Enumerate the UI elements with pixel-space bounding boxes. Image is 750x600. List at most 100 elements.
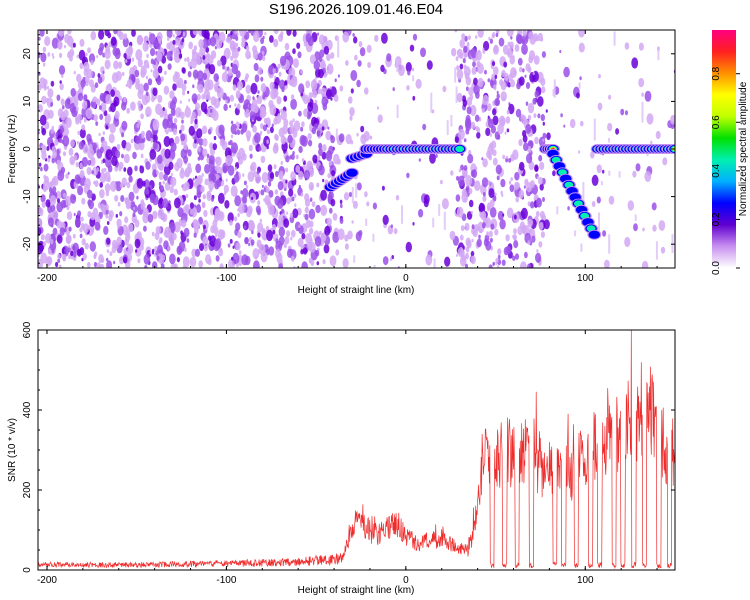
spectrogram-noise-blob <box>499 79 504 86</box>
spectrogram-noise-blob <box>279 170 284 179</box>
spectrogram-noise-blob <box>234 30 238 35</box>
spectrogram-noise-blob <box>591 201 596 207</box>
spectrogram-noise-blob <box>43 79 48 86</box>
spectrogram-noise-blob <box>109 251 113 256</box>
spectrogram-noise-blob <box>300 249 304 255</box>
spectrogram-noise-blob <box>44 36 51 47</box>
spectrogram-noise-blob <box>539 183 544 191</box>
spectrogram-noise-blob <box>374 34 379 42</box>
spectrogram-noise-blob <box>309 54 316 64</box>
spectrogram-noise-blob <box>172 128 178 136</box>
spectrogram-noise-blob <box>339 218 344 224</box>
spectrogram-noise-blob <box>488 36 491 41</box>
spectrogram-noise-blob <box>86 68 93 79</box>
spectrogram-noise-blob <box>40 52 47 63</box>
spectrogram-noise-blob <box>620 108 625 116</box>
spectrogram-noise-blob <box>207 79 214 91</box>
spectrogram-noise-blob <box>461 33 466 40</box>
spectrogram-noise-blob <box>194 118 198 125</box>
spectrogram-noise-blob <box>543 219 550 230</box>
spectrogram-noise-blob <box>252 96 255 100</box>
spectrogram-noise-blob <box>357 60 362 67</box>
spectrogram-noise-blob <box>123 52 127 59</box>
spectrogram-noise-blob <box>134 69 140 78</box>
spectrogram-noise-blob <box>525 123 532 134</box>
spectrogram-noise-blob <box>80 79 86 88</box>
spectrogram-noise-blob <box>322 259 326 265</box>
spectrogram-noise-blob <box>463 173 466 177</box>
spectrogram-noise-blob <box>333 94 339 102</box>
spectrogram-noise-blob <box>198 260 203 268</box>
spectrogram-noise-blob <box>88 53 96 64</box>
spectrogram-noise-blob <box>195 163 202 174</box>
spectrogram-noise-blob <box>307 102 314 112</box>
spectrogram-noise-blob <box>524 74 527 78</box>
spectrogram-noise-blob <box>81 156 88 167</box>
spectrogram-noise-blob <box>326 217 332 227</box>
spectrogram-noise-blob <box>318 148 323 157</box>
spectrogram-noise-blob <box>249 153 253 159</box>
spectrogram-noise-blob <box>389 257 393 261</box>
spectrogram-noise-blob <box>244 237 249 245</box>
spectrogram-noise-blob <box>93 255 97 259</box>
spectrogram-noise-blob <box>59 227 65 236</box>
spectrogram-noise-blob <box>254 74 260 83</box>
spectrogram-noise-streak <box>401 205 403 224</box>
spectrogram-noise-blob <box>130 138 134 144</box>
spectrogram-noise-blob <box>364 87 369 95</box>
spectrogram-noise-blob <box>318 142 323 150</box>
spectrogram-noise-blob <box>535 252 542 263</box>
spectrogram-noise-blob <box>185 193 189 199</box>
spectrogram-noise-blob <box>86 133 92 143</box>
spectrogram-noise-blob <box>267 164 273 172</box>
spectrogram-noise-blob <box>517 57 523 66</box>
spectrogram-noise-blob <box>290 153 295 160</box>
spectrogram-noise-blob <box>135 246 142 257</box>
spectrogram-noise-blob <box>104 116 110 124</box>
spectrogram-noise-blob <box>348 191 353 198</box>
spectrogram-noise-blob <box>104 48 111 60</box>
spectrogram-noise-blob <box>140 65 147 76</box>
spectrogram-noise-blob <box>184 106 192 118</box>
spectrogram-noise-blob <box>269 81 275 90</box>
spectrogram-noise-blob <box>468 188 473 195</box>
spectrogram-noise-blob <box>492 115 499 126</box>
spectrogram-noise-blob <box>115 47 121 56</box>
spectrogram-noise-blob <box>100 102 107 113</box>
spectrogram-noise-blob <box>87 147 95 159</box>
spectrogram-noise-blob <box>482 100 485 105</box>
spectrogram-noise-blob <box>337 228 345 240</box>
spectrogram-noise-blob <box>144 264 148 268</box>
spectrogram-noise-blob <box>332 212 338 221</box>
spectrogram-noise-blob <box>391 255 395 260</box>
spectrogram-noise-blob <box>331 170 336 177</box>
spectrogram-noise-blob <box>38 51 41 59</box>
spectrogram-noise-blob <box>124 197 129 204</box>
spectrogram-noise-blob <box>496 175 500 181</box>
spectrogram-noise-blob <box>382 256 389 266</box>
spectrogram-noise-blob <box>477 63 484 74</box>
spectrogram-noise-blob <box>527 66 532 74</box>
spectrogram-noise-blob <box>412 222 415 226</box>
spectrogram-noise-streak <box>438 204 441 216</box>
spectrogram-noise-blob <box>266 139 270 144</box>
spectrogram-noise-blob <box>233 173 240 183</box>
spectrogram-noise-blob <box>444 256 451 267</box>
spectrogram-noise-blob <box>237 156 244 165</box>
spectrogram-noise-blob <box>219 229 226 239</box>
spectrogram-noise-blob <box>205 254 212 265</box>
spectrogram-noise-blob <box>274 75 277 79</box>
spectrogram-noise-blob <box>345 60 349 66</box>
spectrogram-noise-blob <box>136 35 144 46</box>
spectrogram-noise-blob <box>192 84 195 89</box>
spectrogram-noise-blob <box>608 94 612 100</box>
spectrogram-noise-blob <box>426 60 433 70</box>
spectrogram-noise-blob <box>343 192 350 201</box>
spectrogram-noise-blob <box>232 84 237 91</box>
spectrogram-noise-blob <box>289 249 294 256</box>
spectrogram-noise-streak <box>365 218 368 226</box>
spectrogram-noise-blob <box>75 106 79 112</box>
spectrogram-noise-blob <box>351 220 354 224</box>
spectrogram-background <box>38 30 675 268</box>
spectrogram-noise-blob <box>539 161 545 171</box>
